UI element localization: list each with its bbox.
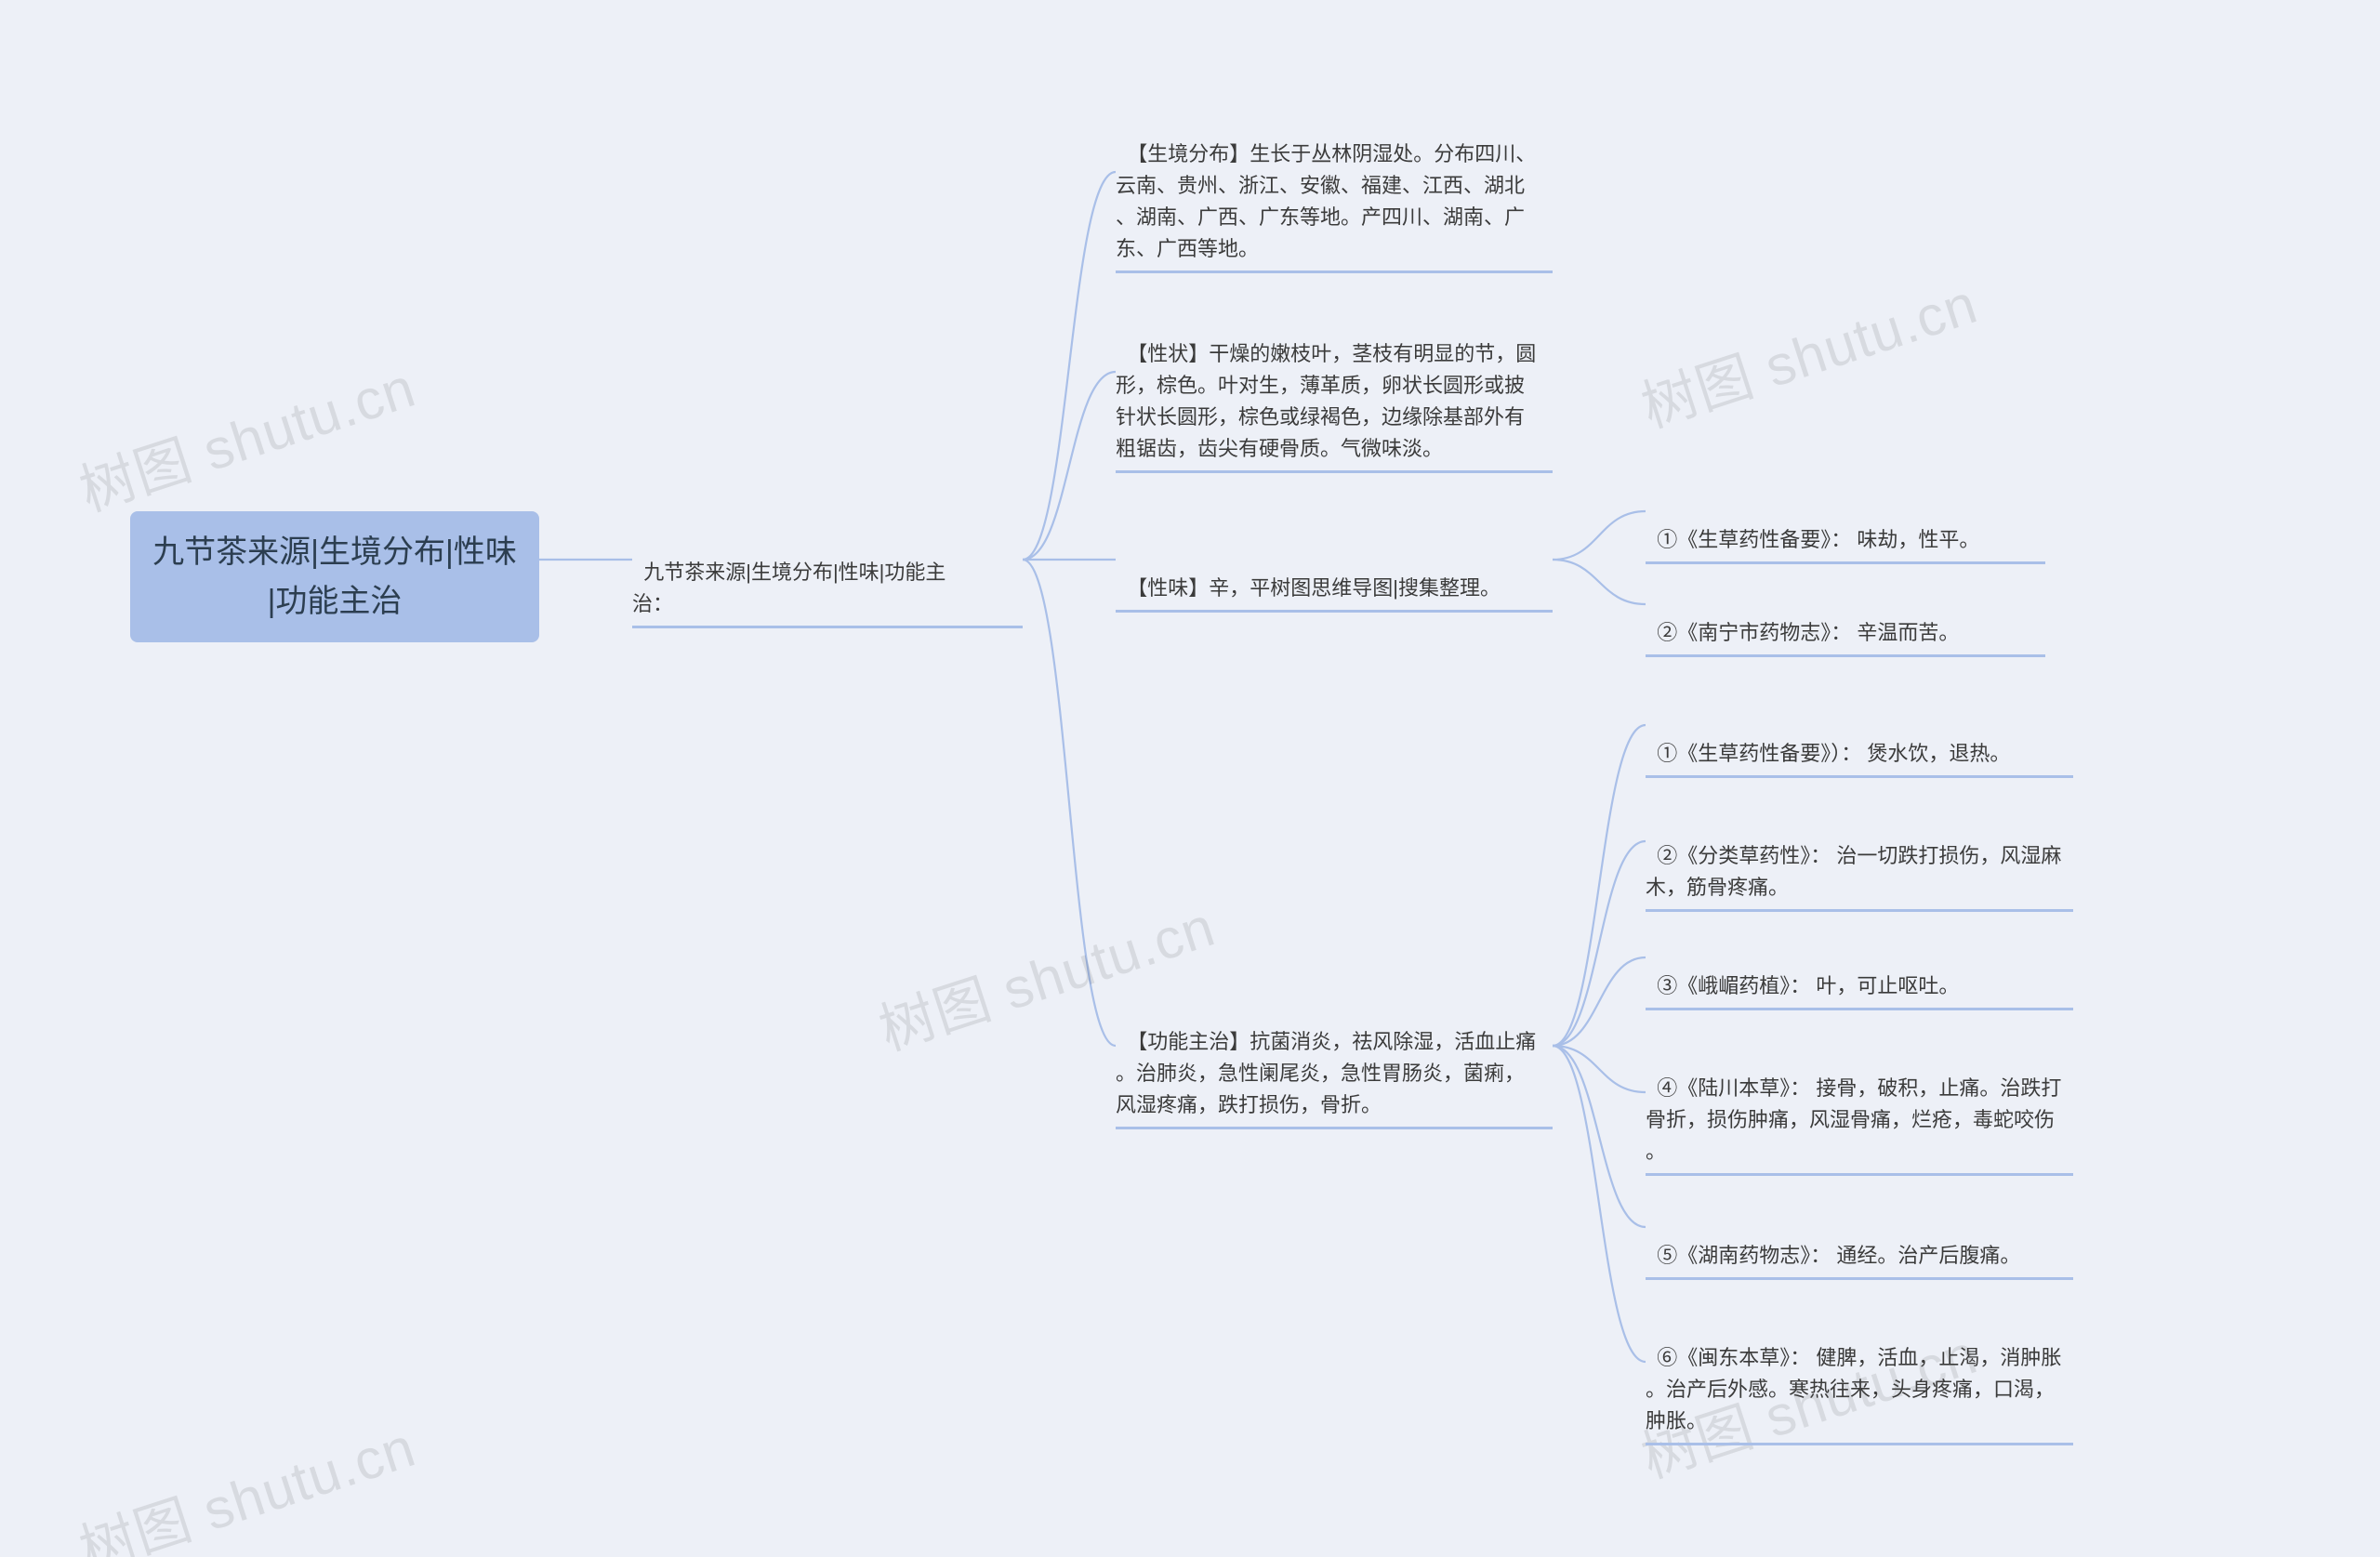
leaf-node-label: ①《生草药性备要》）： 煲水饮，退热。 [1657, 742, 2010, 765]
connector [1553, 560, 1646, 604]
connector [1023, 372, 1116, 560]
branch-node[interactable]: 【性味】辛，平树图思维导图|搜集整理。 [1116, 541, 1553, 613]
root-node[interactable]: 九节茶来源|生境分布|性味 |功能主治 [130, 511, 539, 642]
leaf-node[interactable]: ④《陆川本草》： 接骨，破积，止痛。治跌打 骨折，损伤肿痛，风湿骨痛，烂疮，毒蛇… [1646, 1041, 2073, 1176]
leaf-node-label: ④《陆川本草》： 接骨，破积，止痛。治跌打 骨折，损伤肿痛，风湿骨痛，烂疮，毒蛇… [1646, 1076, 2061, 1163]
leaf-node-label: ①《生草药性备要》： 味劫，性平。 [1657, 528, 1979, 551]
leaf-node[interactable]: ⑤《湖南药物志》： 通经。治产后腹痛。 [1646, 1208, 2073, 1280]
leaf-node-label: ⑤《湖南药物志》： 通经。治产后腹痛。 [1657, 1244, 2020, 1267]
leaf-node-label: ②《南宁市药物志》： 辛温而苦。 [1657, 621, 1959, 644]
leaf-node[interactable]: ①《生草药性备要》）： 煲水饮，退热。 [1646, 706, 2073, 778]
branch-node[interactable]: 【性状】干燥的嫩枝叶，茎枝有明显的节，圆 形，棕色。叶对生，薄革质，卵状长圆形或… [1116, 307, 1553, 473]
leaf-node[interactable]: ①《生草药性备要》： 味劫，性平。 [1646, 493, 2045, 564]
branch-node-label: 【生境分布】生长于丛林阴湿处。分布四川、 云南、贵州、浙江、安徽、福建、江西、湖… [1116, 142, 1536, 260]
connector [1023, 172, 1116, 560]
connector [1553, 1046, 1646, 1362]
leaf-node[interactable]: ②《分类草药性》： 治一切跌打损伤，风湿麻 木，筋骨疼痛。 [1646, 809, 2073, 912]
branch-node-label: 【功能主治】抗菌消炎，祛风除湿，活血止痛 。治肺炎，急性阑尾炎，急性胃肠炎，菌痢… [1116, 1030, 1536, 1116]
leaf-node[interactable]: ⑥《闽东本草》： 健脾，活血，止渴，消肿胀 。治产后外感。寒热往来，头身疼痛，口… [1646, 1311, 2073, 1445]
branch-node-label: 九节茶来源|生境分布|性味|功能主 治： [632, 561, 945, 615]
branch-node[interactable]: 【功能主治】抗菌消炎，祛风除湿，活血止痛 。治肺炎，急性阑尾炎，急性胃肠炎，菌痢… [1116, 995, 1553, 1129]
leaf-node[interactable]: ②《南宁市药物志》： 辛温而苦。 [1646, 586, 2045, 657]
connector [1553, 511, 1646, 560]
connector [1553, 841, 1646, 1046]
leaf-node-label: ⑥《闽东本草》： 健脾，活血，止渴，消肿胀 。治产后外感。寒热往来，头身疼痛，口… [1646, 1346, 2061, 1432]
branch-node[interactable]: 【生境分布】生长于丛林阴湿处。分布四川、 云南、贵州、浙江、安徽、福建、江西、湖… [1116, 107, 1553, 273]
connector [1023, 560, 1116, 1046]
leaf-node[interactable]: ③《峨嵋药植》： 叶，可止呕吐。 [1646, 939, 2073, 1010]
branch-node[interactable]: 九节茶来源|生境分布|性味|功能主 治： [632, 525, 1023, 628]
branch-node-label: 【性味】辛，平树图思维导图|搜集整理。 [1127, 576, 1501, 600]
leaf-node-label: ②《分类草药性》： 治一切跌打损伤，风湿麻 木，筋骨疼痛。 [1646, 844, 2061, 899]
root-node-label: 九节茶来源|生境分布|性味 |功能主治 [152, 528, 517, 626]
connector [1553, 725, 1646, 1046]
branch-node-label: 【性状】干燥的嫩枝叶，茎枝有明显的节，圆 形，棕色。叶对生，薄革质，卵状长圆形或… [1116, 342, 1536, 460]
leaf-node-label: ③《峨嵋药植》： 叶，可止呕吐。 [1657, 974, 1959, 997]
